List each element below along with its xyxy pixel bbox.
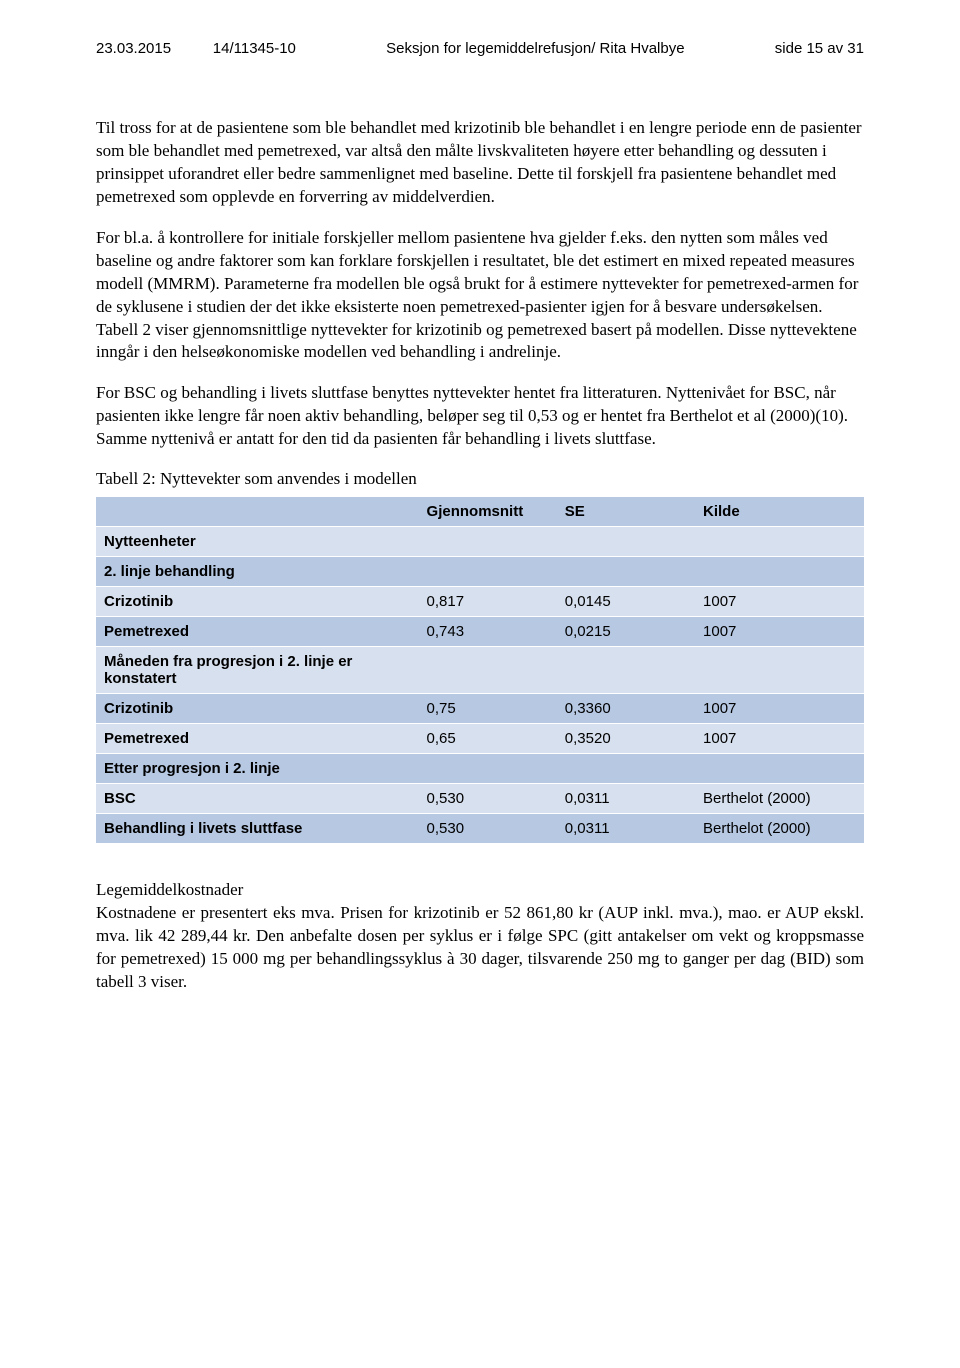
table-caption: Tabell 2: Nyttevekter som anvendes i mod… (96, 469, 864, 489)
utility-table: Gjennomsnitt SE Kilde Nytteenheter 2. li… (96, 497, 864, 844)
row-value: 1007 (695, 617, 864, 647)
paragraph-3: For BSC og behandling i livets sluttfase… (96, 382, 864, 451)
row-label: Pemetrexed (96, 617, 419, 647)
section-label: 2. linje behandling (96, 557, 419, 587)
table-row: Crizotinib 0,817 0,0145 1007 (96, 587, 864, 617)
row-value: 0,0145 (557, 587, 695, 617)
header-ref: 14/11345-10 (213, 40, 296, 57)
row-label: Pemetrexed (96, 724, 419, 754)
col-mean: Gjennomsnitt (419, 497, 557, 527)
paragraph-2: For bl.a. å kontrollere for initiale for… (96, 227, 864, 365)
table-row: Etter progresjon i 2. linje (96, 754, 864, 784)
header-page: side 15 av 31 (775, 40, 864, 57)
table-row: Crizotinib 0,75 0,3360 1007 (96, 694, 864, 724)
table-header-row: Gjennomsnitt SE Kilde (96, 497, 864, 527)
row-value: 0,65 (419, 724, 557, 754)
table-row: BSC 0,530 0,0311 Berthelot (2000) (96, 784, 864, 814)
row-value: 0,530 (419, 814, 557, 844)
row-value: 1007 (695, 694, 864, 724)
table-row: Pemetrexed 0,65 0,3520 1007 (96, 724, 864, 754)
row-label: Crizotinib (96, 694, 419, 724)
row-label: Crizotinib (96, 587, 419, 617)
col-source: Kilde (695, 497, 864, 527)
row-value: 0,530 (419, 784, 557, 814)
costs-paragraph: Kostnadene er presentert eks mva. Prisen… (96, 902, 864, 994)
page-header: 23.03.2015 14/11345-10 Seksjon for legem… (96, 40, 864, 57)
table-row: Pemetrexed 0,743 0,0215 1007 (96, 617, 864, 647)
row-value: 1007 (695, 724, 864, 754)
row-value: 0,0215 (557, 617, 695, 647)
paragraph-1: Til tross for at de pasientene som ble b… (96, 117, 864, 209)
row-value: Berthelot (2000) (695, 814, 864, 844)
row-value: 0,75 (419, 694, 557, 724)
row-value: 0,817 (419, 587, 557, 617)
table-row: 2. linje behandling (96, 557, 864, 587)
header-section: Seksjon for legemiddelrefusjon/ Rita Hva… (296, 40, 775, 57)
section-label: Nytteenheter (96, 527, 419, 557)
row-value: Berthelot (2000) (695, 784, 864, 814)
page: 23.03.2015 14/11345-10 Seksjon for legem… (0, 0, 960, 1052)
row-label: Behandling i livets sluttfase (96, 814, 419, 844)
col-blank (96, 497, 419, 527)
row-value: 0,0311 (557, 814, 695, 844)
table-row: Behandling i livets sluttfase 0,530 0,03… (96, 814, 864, 844)
section-label: Måneden fra progresjon i 2. linje er kon… (96, 647, 419, 694)
costs-title: Legemiddelkostnader (96, 880, 864, 900)
col-se: SE (557, 497, 695, 527)
row-value: 1007 (695, 587, 864, 617)
header-date: 23.03.2015 (96, 40, 171, 57)
row-value: 0,3520 (557, 724, 695, 754)
row-label: BSC (96, 784, 419, 814)
section-label: Etter progresjon i 2. linje (96, 754, 419, 784)
row-value: 0,0311 (557, 784, 695, 814)
header-date-ref: 23.03.2015 14/11345-10 (96, 40, 296, 57)
table-row: Nytteenheter (96, 527, 864, 557)
table-row: Måneden fra progresjon i 2. linje er kon… (96, 647, 864, 694)
row-value: 0,3360 (557, 694, 695, 724)
row-value: 0,743 (419, 617, 557, 647)
